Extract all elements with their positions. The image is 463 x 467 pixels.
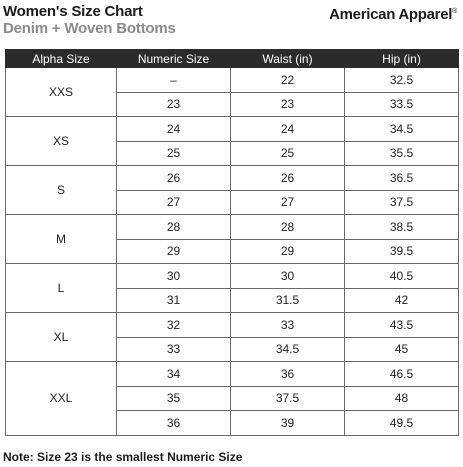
hip-cell: 34.5 <box>344 116 459 142</box>
waist-cell: 27 <box>230 189 345 215</box>
table-row: 36 39 49.5 <box>6 410 459 436</box>
hip-cell: 38.5 <box>344 214 459 240</box>
column-header-hip: Hip (in) <box>344 49 459 68</box>
waist-cell: 36 <box>230 361 345 387</box>
table-row: M 28 28 38.5 <box>5 214 459 264</box>
chart-title: Women's Size Chart <box>3 3 143 20</box>
waist-cell: 25 <box>230 140 345 166</box>
table-row: 23 23 33.5 <box>6 91 459 117</box>
table-row: L 30 30 40.5 <box>5 263 459 313</box>
waist-cell: 31.5 <box>230 287 345 313</box>
table-row: 31 31.5 42 <box>6 287 459 313</box>
footer-note: Note: Size 23 is the smallest Numeric Si… <box>3 450 243 464</box>
numeric-size-cell: 36 <box>116 410 231 436</box>
numeric-size-cell: 24 <box>116 116 231 142</box>
table-row: 25 25 35.5 <box>6 140 459 166</box>
numeric-size-cell: 31 <box>116 287 231 313</box>
hip-cell: 39.5 <box>344 238 459 264</box>
waist-cell: 39 <box>230 410 345 436</box>
hip-cell: 43.5 <box>344 312 459 338</box>
table-row: XXL 34 36 46.5 <box>5 361 459 436</box>
waist-cell: 28 <box>230 214 345 240</box>
table-row: XL 32 33 43.5 <box>5 312 459 362</box>
alpha-size-cell: XL <box>5 312 117 362</box>
numeric-size-cell: 29 <box>116 238 231 264</box>
table-row: S 26 26 36.5 <box>5 165 459 215</box>
hip-cell: 32.5 <box>344 67 459 93</box>
numeric-size-cell: 26 <box>116 165 231 191</box>
table-row: 29 29 39.5 <box>6 238 459 264</box>
brand-name: American Apparel <box>329 6 453 23</box>
table-row: XXS –22 32.5 <box>5 67 459 117</box>
hip-cell: 45 <box>344 336 459 362</box>
numeric-size-cell: 32 <box>116 312 231 338</box>
column-header-waist: Waist (in) <box>230 49 345 68</box>
waist-cell: 22 <box>230 67 345 93</box>
waist-cell: 26 <box>230 165 345 191</box>
waist-cell: 33 <box>230 312 345 338</box>
waist-cell: 34.5 <box>230 336 345 362</box>
alpha-size-cell: S <box>5 165 117 215</box>
brand-logo: American Apparel® <box>329 6 457 23</box>
chart-subtitle: Denim + Woven Bottoms <box>3 20 176 37</box>
table-header-row: Alpha Size Numeric Size Waist (in) Hip (… <box>5 49 459 68</box>
waist-cell: 23 <box>230 91 345 117</box>
hip-cell: 40.5 <box>344 263 459 289</box>
numeric-size-cell: 25 <box>116 140 231 166</box>
numeric-size-cell: 35 <box>116 385 231 411</box>
column-header-alpha-size: Alpha Size <box>5 49 117 68</box>
alpha-size-cell: XS <box>5 116 117 166</box>
alpha-size-cell: M <box>5 214 117 264</box>
registered-mark: ® <box>452 8 457 15</box>
size-chart-table: Alpha Size Numeric Size Waist (in) Hip (… <box>5 49 459 436</box>
numeric-size-cell: – <box>116 67 231 93</box>
waist-cell: 37.5 <box>230 385 345 411</box>
table-row: 33 34.5 45 <box>6 336 459 362</box>
alpha-size-cell: XXL <box>5 361 117 436</box>
waist-cell: 29 <box>230 238 345 264</box>
hip-cell: 48 <box>344 385 459 411</box>
table-row: 35 37.5 48 <box>6 385 459 411</box>
hip-cell: 46.5 <box>344 361 459 387</box>
alpha-size-cell: L <box>5 263 117 313</box>
hip-cell: 37.5 <box>344 189 459 215</box>
table-row: XS 24 24 34.5 <box>5 116 459 166</box>
waist-cell: 24 <box>230 116 345 142</box>
table-row: 27 27 37.5 <box>6 189 459 215</box>
numeric-size-cell: 30 <box>116 263 231 289</box>
hip-cell: 42 <box>344 287 459 313</box>
numeric-size-cell: 34 <box>116 361 231 387</box>
hip-cell: 49.5 <box>344 410 459 436</box>
hip-cell: 35.5 <box>344 140 459 166</box>
hip-cell: 36.5 <box>344 165 459 191</box>
numeric-size-cell: 33 <box>116 336 231 362</box>
column-header-numeric-size: Numeric Size <box>116 49 231 68</box>
alpha-size-cell: XXS <box>5 67 117 117</box>
table-body: XXS –22 32.5 23 23 33.5 XS 24 24 34.5 25 25 35.5 S 26 2… <box>5 67 459 436</box>
numeric-size-cell: 27 <box>116 189 231 215</box>
numeric-size-cell: 23 <box>116 91 231 117</box>
hip-cell: 33.5 <box>344 91 459 117</box>
waist-cell: 30 <box>230 263 345 289</box>
numeric-size-cell: 28 <box>116 214 231 240</box>
